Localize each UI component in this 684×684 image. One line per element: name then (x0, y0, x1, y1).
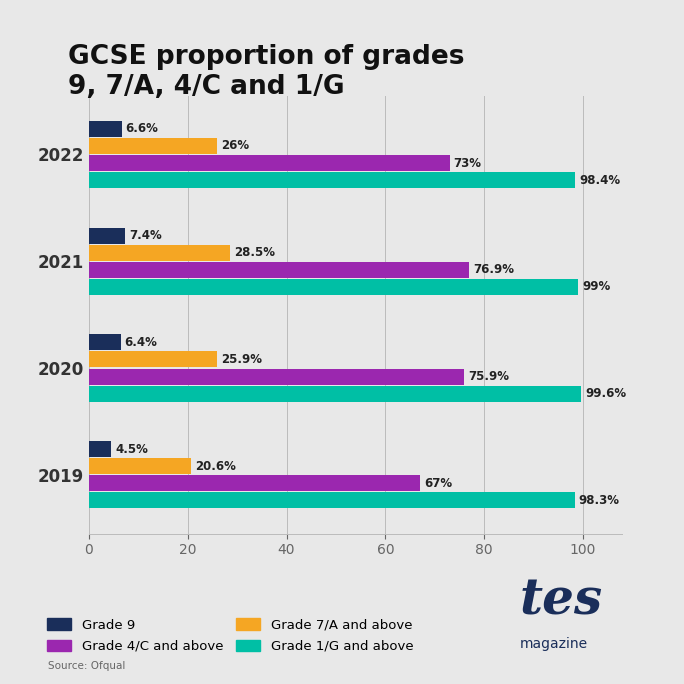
Text: 4.5%: 4.5% (115, 443, 148, 456)
Bar (89, 228, 125, 244)
Text: tes: tes (520, 577, 603, 626)
Text: 73%: 73% (453, 157, 482, 170)
Bar (89, 386, 581, 402)
Text: 75.9%: 75.9% (468, 370, 509, 383)
Bar (89, 172, 575, 188)
Text: GCSE proportion of grades
9, 7/A, 4/C and 1/G: GCSE proportion of grades 9, 7/A, 4/C an… (68, 44, 465, 101)
Text: 6.6%: 6.6% (125, 122, 159, 135)
Bar (89, 138, 218, 154)
Bar (89, 352, 217, 367)
Text: 20.6%: 20.6% (195, 460, 235, 473)
Text: Source: Ofqual: Source: Ofqual (48, 661, 125, 671)
Text: 98.3%: 98.3% (579, 494, 620, 507)
Bar (89, 492, 575, 508)
Bar (89, 279, 578, 295)
Text: 6.4%: 6.4% (124, 336, 157, 349)
Bar (89, 441, 111, 457)
Text: 98.4%: 98.4% (579, 174, 620, 187)
Bar (89, 475, 420, 491)
Text: 76.9%: 76.9% (473, 263, 514, 276)
Bar (89, 262, 469, 278)
Legend: Grade 9, Grade 4/C and above, Grade 7/A and above, Grade 1/G and above: Grade 9, Grade 4/C and above, Grade 7/A … (42, 613, 419, 658)
Text: magazine: magazine (520, 637, 588, 651)
Bar (89, 334, 120, 350)
Text: 99%: 99% (582, 280, 610, 293)
Text: 67%: 67% (424, 477, 452, 490)
Text: 26%: 26% (222, 140, 250, 153)
Text: 28.5%: 28.5% (234, 246, 275, 259)
Text: 25.9%: 25.9% (221, 353, 262, 366)
Text: 7.4%: 7.4% (129, 229, 162, 242)
Bar (89, 458, 191, 474)
Bar (89, 369, 464, 384)
Bar (89, 245, 230, 261)
Bar (89, 155, 449, 171)
Text: 99.6%: 99.6% (585, 387, 626, 400)
Bar (89, 121, 122, 137)
